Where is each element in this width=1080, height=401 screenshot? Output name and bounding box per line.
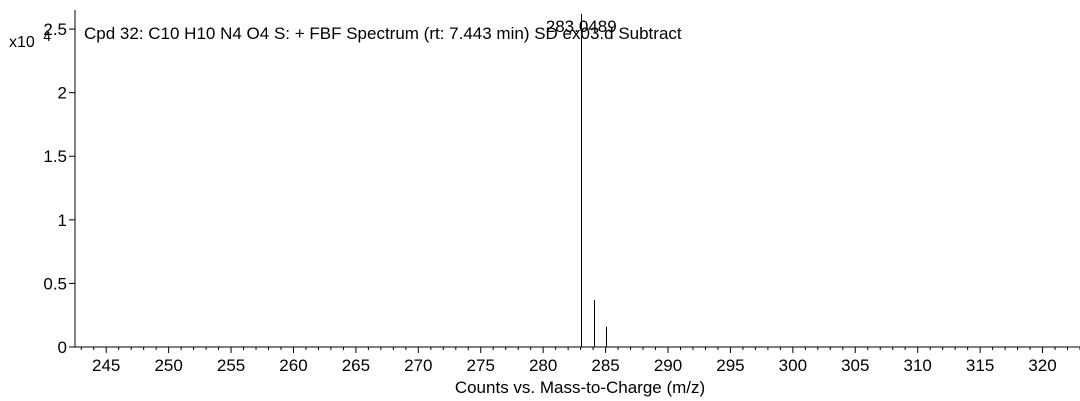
y-multiplier-base: x10 [9, 34, 35, 51]
x-tick-label: 270 [404, 356, 432, 375]
x-tick-label: 305 [841, 356, 869, 375]
x-tick-label: 285 [591, 356, 619, 375]
y-tick-label: 1 [58, 211, 67, 230]
y-multiplier-exponent: 4 [43, 28, 51, 44]
x-tick-label: 250 [154, 356, 182, 375]
y-tick-label: 1.5 [43, 147, 67, 166]
x-tick-label: 300 [779, 356, 807, 375]
y-tick-label: 2.5 [43, 20, 67, 39]
x-tick-label: 245 [92, 356, 120, 375]
peak-annotations: 283.0489 [546, 17, 617, 36]
x-axis: 245 250 255 260 265 270 275 280 285 290 295 300 305 3… [75, 346, 1080, 375]
x-tick-label: 265 [342, 356, 370, 375]
x-tick-label: 275 [467, 356, 495, 375]
chart-title: Cpd 32: C10 H10 N4 O4 S: + FBF Spectrum … [84, 24, 682, 43]
y-multiplier-label: x10 4 [9, 28, 51, 51]
y-axis: 0 0.5 1 1.5 2 2.5 [43, 10, 76, 357]
x-tick-label: 315 [966, 356, 994, 375]
x-tick-label: 255 [217, 356, 245, 375]
x-axis-label: Counts vs. Mass-to-Charge (m/z) [455, 378, 705, 397]
y-tick-label: 0.5 [43, 274, 67, 293]
spectrum-peaks [581, 13, 607, 347]
y-tick-label: 0 [58, 338, 67, 357]
x-tick-label: 320 [1028, 356, 1056, 375]
x-tick-label: 310 [904, 356, 932, 375]
x-tick-label: 295 [716, 356, 744, 375]
y-tick-label: 2 [58, 84, 67, 103]
x-tick-label: 280 [529, 356, 557, 375]
peak-label: 283.0489 [546, 17, 617, 36]
x-tick-label: 260 [279, 356, 307, 375]
x-tick-label: 290 [654, 356, 682, 375]
